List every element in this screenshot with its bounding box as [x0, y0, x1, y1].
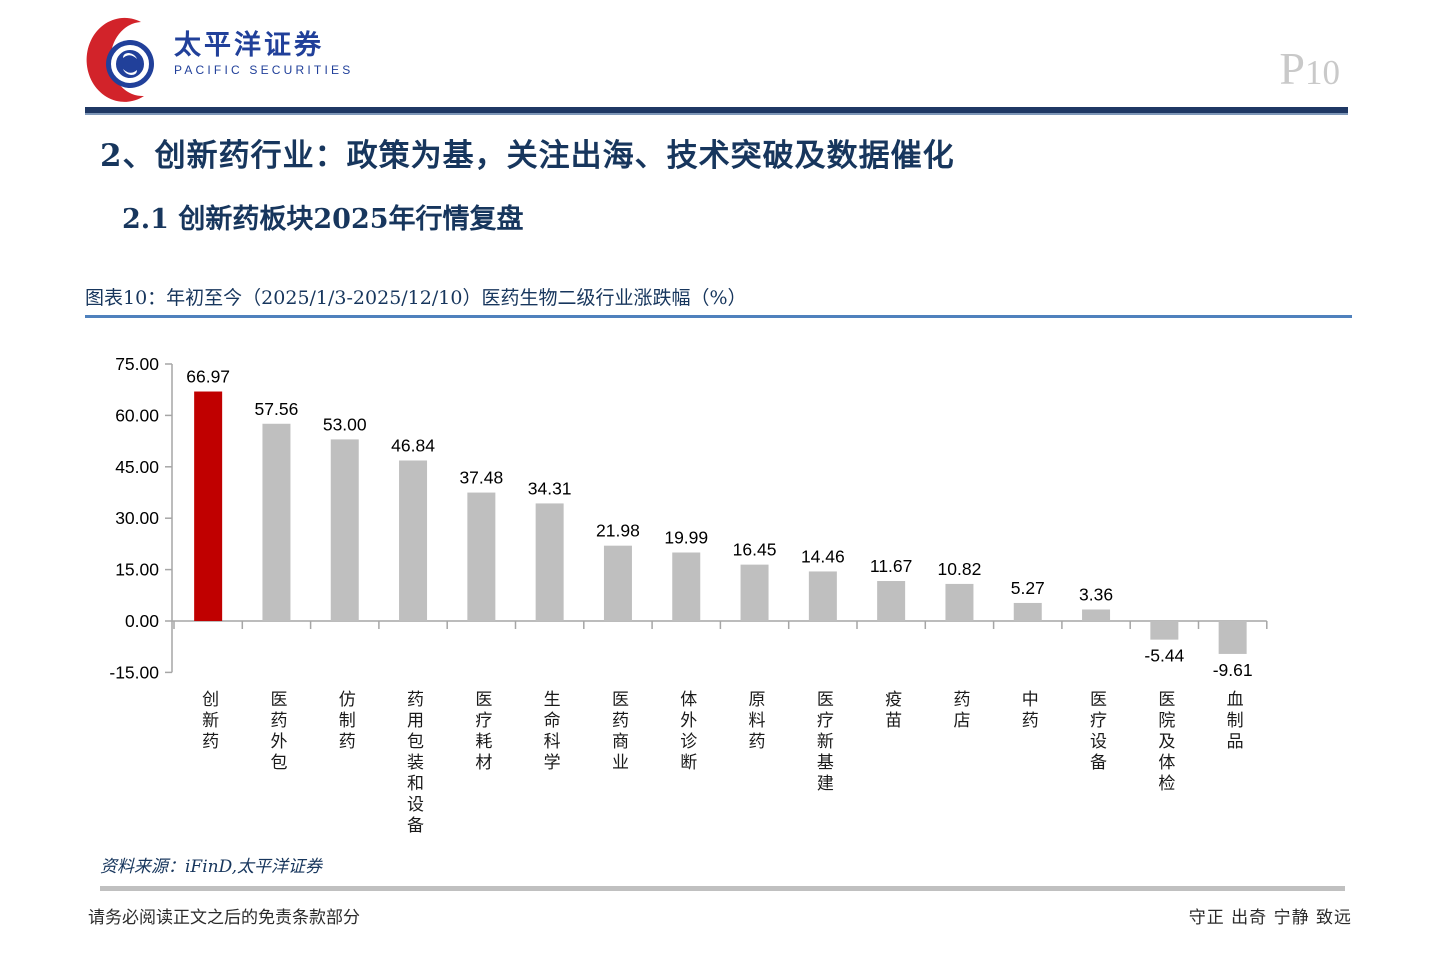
category-label-中药: 中药: [1018, 690, 1038, 732]
bar-体外诊断: [672, 552, 701, 621]
bar-value-label: 14.46: [801, 546, 845, 566]
bar-医药外包: [262, 423, 291, 621]
logo-swirl-top: [123, 53, 137, 59]
category-label-医疗新基建: 医疗新基建: [813, 690, 833, 795]
bar-chart-canvas: 75.00 60.00 45.00 30.00 15.00 0.00 -15.00 66.97…: [109, 354, 1268, 682]
section-title: 2、创新药行业：政策为基，关注出海、技术突破及数据催化: [100, 138, 955, 174]
bar-value-label: 5.27: [1011, 578, 1045, 598]
bar-value-label: 11.67: [870, 556, 913, 576]
bar-value-label: 10.82: [938, 559, 982, 579]
section-subtitle: 2.1 创新药板块2025年行情复盘: [122, 204, 524, 235]
figure-caption-divider: [85, 315, 1352, 318]
bar-value-label: 66.97: [186, 367, 230, 387]
footer-disclaimer: 请务必阅读正文之后的免责条款部分: [88, 908, 360, 928]
bar-中药: [1013, 602, 1042, 621]
y-axis-tick-label: 15.00: [115, 560, 159, 580]
bar-药店: [945, 583, 974, 621]
bar-医疗新基建: [808, 571, 837, 621]
bar-value-label: 37.48: [459, 468, 503, 488]
figure-caption: 图表10：年初至今（2025/1/3-2025/12/10）医药生物二级行业涨跌…: [85, 287, 747, 309]
bar-疫苗: [877, 581, 906, 621]
bar-value-label: 34.31: [528, 478, 572, 498]
y-axis-tick-label: -15.00: [109, 662, 159, 682]
bar-value-label: 53.00: [323, 414, 367, 434]
logo-wordmark: 太平洋证券 PACIFIC SECURITIES: [174, 32, 353, 76]
y-axis-tick-label: 30.00: [115, 508, 159, 528]
bar-仿制药: [330, 439, 359, 621]
pacific-securities-logo-icon: [86, 17, 154, 102]
y-axis-tick-label: 75.00: [115, 354, 159, 374]
logo-english-name: PACIFIC SECURITIES: [174, 63, 354, 77]
bar-创新药: [194, 391, 223, 621]
category-label-药店: 药店: [950, 690, 970, 732]
category-label-原料药: 原料药: [745, 690, 765, 753]
bar-chart: 75.00 60.00 45.00 30.00 15.00 0.00 -15.00 66.97…: [75, 348, 1375, 843]
category-label-药用包装和设备: 药用包装和设备: [404, 690, 424, 837]
footer-motto: 守正 出奇 宁静 致远: [1188, 908, 1352, 928]
category-label-血制品: 血制品: [1223, 690, 1243, 753]
bar-value-label: -5.44: [1144, 646, 1184, 666]
bar-医院及体检: [1150, 621, 1179, 640]
logo-chinese-name: 太平洋证券: [174, 30, 324, 61]
category-label-医院及体检: 医院及体检: [1155, 690, 1175, 795]
bar-value-label: 21.98: [596, 521, 640, 541]
data-source: 资料来源：iFinD,太平洋证券: [100, 857, 323, 877]
bar-医疗设备: [1082, 609, 1111, 621]
bar-原料药: [740, 564, 769, 621]
bar-value-label: 46.84: [391, 435, 435, 455]
category-label-生命科学: 生命科学: [540, 690, 560, 774]
category-label-体外诊断: 体外诊断: [677, 690, 697, 774]
page-number-prefix: P: [1279, 43, 1305, 94]
category-label-仿制药: 仿制药: [335, 690, 355, 753]
logo-white-ring: [111, 45, 149, 83]
page-number-value: 10: [1305, 53, 1340, 92]
bar-医疗耗材: [467, 492, 496, 621]
bar-生命科学: [535, 503, 564, 621]
bar-药用包装和设备: [399, 460, 428, 621]
category-label-医药外包: 医药外包: [267, 690, 287, 774]
category-label-医疗耗材: 医疗耗材: [472, 690, 492, 774]
bar-血制品: [1218, 621, 1247, 654]
y-axis-tick-label: 0.00: [125, 611, 159, 631]
bar-value-label: -9.61: [1213, 660, 1253, 680]
category-label-医药商业: 医药商业: [608, 690, 628, 774]
y-axis-tick-label: 60.00: [115, 405, 159, 425]
category-label-疫苗: 疫苗: [882, 690, 902, 732]
bar-value-label: 57.56: [255, 399, 299, 419]
bar-value-label: 19.99: [664, 528, 708, 548]
page-number: P10: [1279, 46, 1340, 92]
bar-value-label: 16.45: [733, 540, 777, 560]
bar-医药商业: [603, 545, 632, 621]
logo-swirl-bottom: [123, 69, 137, 75]
category-label-创新药: 创新药: [199, 690, 219, 753]
category-label-医疗设备: 医疗设备: [1087, 690, 1107, 774]
header-divider: [85, 107, 1348, 115]
y-axis-tick-label: 45.00: [115, 457, 159, 477]
bar-value-label: 3.36: [1079, 584, 1113, 604]
logo-red-crescent: [86, 17, 144, 102]
footer-divider: [100, 886, 1345, 891]
